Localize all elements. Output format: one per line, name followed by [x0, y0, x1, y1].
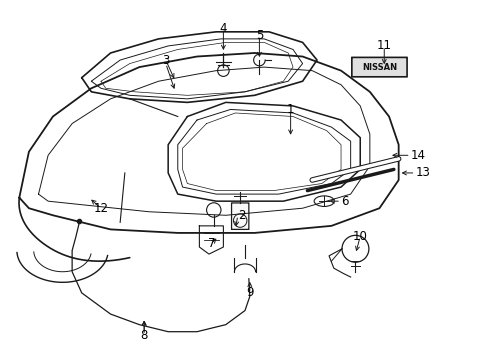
Text: 5: 5 [256, 29, 263, 42]
Text: 13: 13 [416, 166, 430, 179]
Text: 9: 9 [246, 287, 253, 300]
FancyBboxPatch shape [352, 57, 407, 77]
Text: 1: 1 [287, 103, 294, 116]
Text: 8: 8 [141, 329, 148, 342]
Text: 6: 6 [341, 195, 348, 208]
Text: NISSAN: NISSAN [362, 63, 397, 72]
Text: 14: 14 [411, 149, 426, 162]
Text: 12: 12 [94, 202, 108, 215]
Text: 3: 3 [162, 54, 170, 67]
Text: 4: 4 [220, 22, 227, 35]
Text: 11: 11 [377, 40, 392, 53]
Text: 10: 10 [353, 230, 368, 243]
FancyBboxPatch shape [232, 203, 249, 229]
Text: 7: 7 [208, 237, 215, 250]
Text: 2: 2 [238, 209, 245, 222]
